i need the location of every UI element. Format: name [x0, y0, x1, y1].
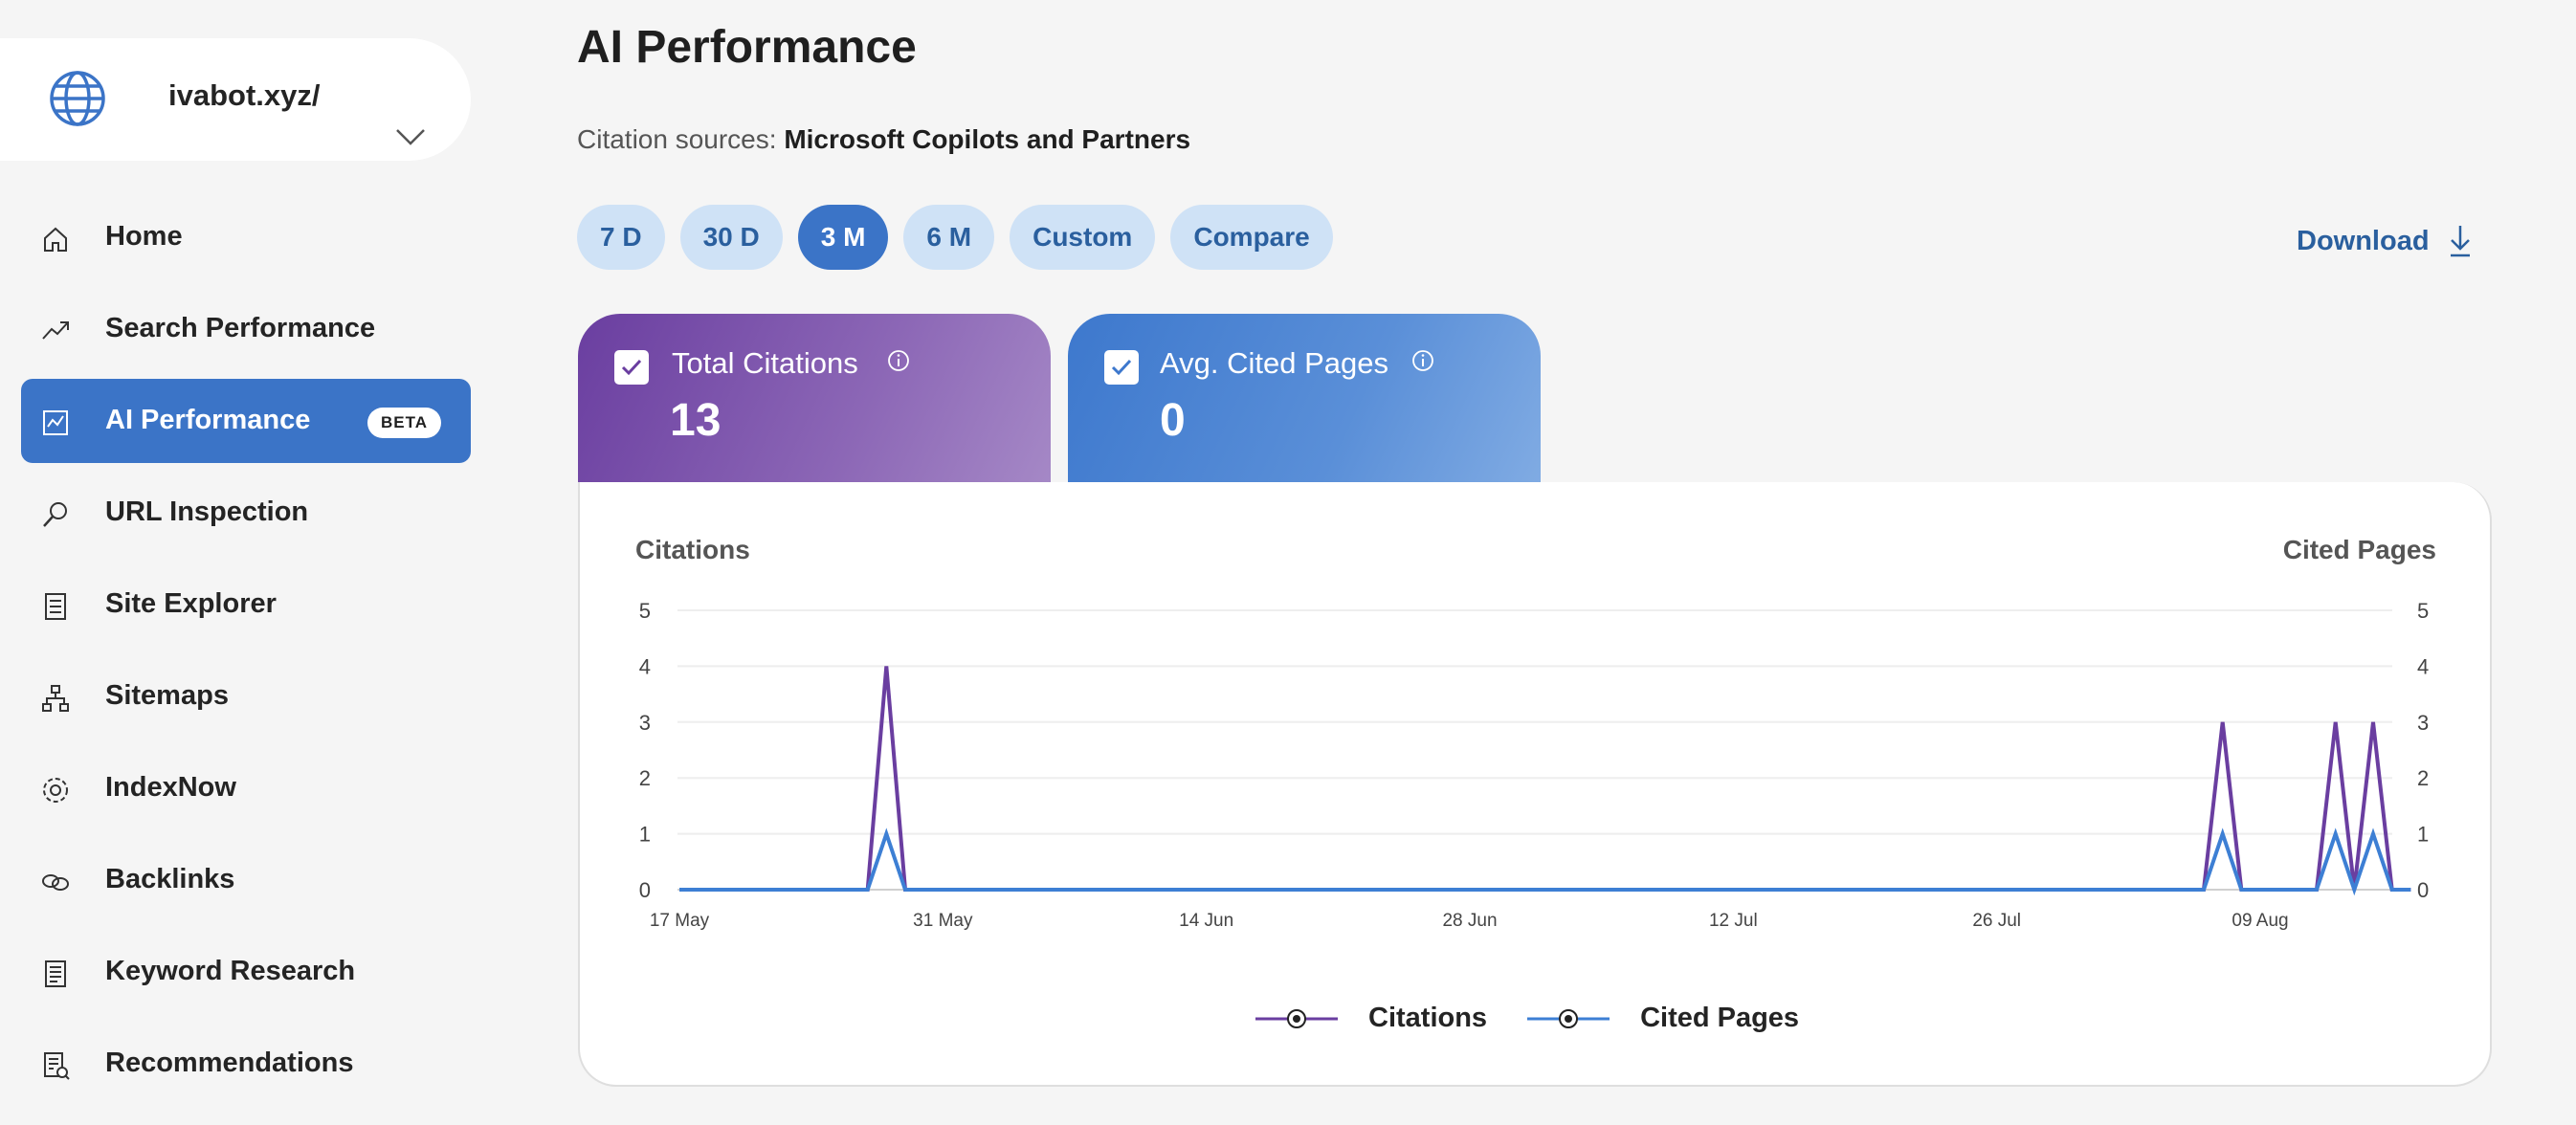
- x-tick-label: 17 May: [650, 911, 710, 931]
- gear-icon: [43, 778, 68, 803]
- site-picker[interactable]: ivabot.xyz/: [0, 38, 471, 161]
- range-6m-button[interactable]: 6 M: [903, 205, 995, 270]
- legend-item-citations[interactable]: Citations: [1254, 1003, 1487, 1034]
- checkmark-icon: [1111, 359, 1132, 376]
- y-tick-label-left: 3: [639, 711, 651, 735]
- sidebar-nav: Home Search Performance AI Performance B…: [21, 195, 471, 1114]
- y-tick-label-right: 3: [2417, 711, 2429, 735]
- document-icon: [45, 960, 66, 987]
- sidebar-item-indexnow[interactable]: IndexNow: [21, 746, 471, 830]
- x-tick-label: 09 Aug: [2232, 911, 2288, 931]
- y-tick-label-left: 2: [639, 766, 651, 790]
- right-axis-title: Cited Pages: [2283, 535, 2436, 564]
- legend-citations-marker-icon: [1255, 1008, 1338, 1028]
- range-7d-button[interactable]: 7 D: [577, 205, 665, 270]
- total-citations-value: 13: [670, 395, 722, 446]
- left-axis-title: Citations: [635, 535, 750, 564]
- series-line-cited-pages: [679, 827, 2411, 896]
- legend-cited-pages-marker-icon: [1527, 1008, 1610, 1028]
- sidebar-item-ai-performance[interactable]: AI Performance BETA: [21, 379, 471, 463]
- legend-label: Citations: [1368, 1003, 1488, 1033]
- checkmark-icon: [621, 359, 642, 376]
- home-icon: [44, 227, 67, 252]
- y-tick-label-left: 1: [639, 823, 651, 847]
- chart-panel: Citations Cited Pages 0 0 1 1 2 2 3 3 4 4 5 5 17 May 31…: [578, 482, 2492, 1087]
- sidebar-item-sitemaps[interactable]: Sitemaps: [21, 654, 471, 739]
- total-citations-checkbox[interactable]: [614, 350, 649, 385]
- sidebar-item-home[interactable]: Home: [21, 195, 471, 279]
- y-tick-label-left: 4: [639, 654, 651, 678]
- download-icon: [2450, 226, 2470, 257]
- chevron-down-icon[interactable]: [394, 126, 427, 147]
- sidebar-item-label: AI Performance: [105, 405, 311, 435]
- sidebar-item-label: Sitemaps: [105, 680, 229, 711]
- range-custom-button[interactable]: Custom: [1010, 205, 1156, 270]
- ai-chart-icon: [43, 410, 68, 435]
- sidebar-item-label: IndexNow: [105, 772, 236, 803]
- y-tick-label-right: 5: [2417, 599, 2429, 623]
- line-chart: Citations Cited Pages 0 0 1 1 2 2 3 3 4 4 5 5 17 May 31…: [635, 535, 2436, 931]
- sidebar-item-site-explorer[interactable]: Site Explorer: [21, 562, 471, 647]
- globe-icon: [50, 71, 105, 126]
- total-citations-label: Total Citations: [672, 346, 858, 380]
- range-30d-button[interactable]: 30 D: [679, 205, 783, 270]
- citation-sources-value: Microsoft Copilots and Partners: [784, 124, 1191, 154]
- sidebar-item-label: Search Performance: [105, 313, 376, 343]
- range-3m-button[interactable]: 3 M: [797, 205, 889, 270]
- sitemap-icon: [42, 685, 69, 712]
- avg-cited-pages-checkbox[interactable]: [1104, 350, 1139, 385]
- chart-legend: Citations Cited Pages: [1254, 1003, 1799, 1034]
- sidebar-item-recommendations[interactable]: Recommendations: [21, 1022, 471, 1106]
- legend-item-cited-pages[interactable]: Cited Pages: [1525, 1003, 1799, 1034]
- beta-badge: BETA: [367, 408, 442, 438]
- link-icon: [42, 874, 69, 891]
- download-label: Download: [2297, 225, 2430, 256]
- info-icon[interactable]: [886, 348, 911, 373]
- x-tick-label: 31 May: [913, 911, 973, 931]
- sidebar-item-search-performance[interactable]: Search Performance: [21, 287, 471, 371]
- sidebar-item-backlinks[interactable]: Backlinks: [21, 838, 471, 922]
- sidebar-item-label: Keyword Research: [105, 956, 356, 986]
- avg-cited-pages-card[interactable]: Avg. Cited Pages 0: [1068, 314, 1541, 482]
- y-tick-label-left: 5: [639, 599, 651, 623]
- sidebar-item-label: URL Inspection: [105, 496, 309, 527]
- y-tick-label-right: 0: [2417, 878, 2429, 902]
- report-icon: [44, 1052, 70, 1080]
- sidebar-item-url-inspection[interactable]: URL Inspection: [21, 471, 471, 555]
- sidebar-item-label: Recommendations: [105, 1048, 354, 1078]
- citation-sources: Citation sources: Microsoft Copilots and…: [577, 124, 1190, 155]
- site-name: ivabot.xyz/: [168, 78, 321, 112]
- x-tick-label: 12 Jul: [1709, 911, 1758, 931]
- x-tick-label: 14 Jun: [1179, 911, 1233, 931]
- trend-up-icon: [42, 321, 69, 340]
- avg-cited-pages-value: 0: [1160, 395, 1186, 446]
- total-citations-card[interactable]: Total Citations 13: [578, 314, 1051, 482]
- citation-sources-label: Citation sources:: [577, 124, 777, 154]
- legend-label: Cited Pages: [1640, 1003, 1800, 1033]
- sidebar-item-label: Backlinks: [105, 864, 235, 894]
- date-range-selector: 7 D 30 D 3 M 6 M Custom Compare: [577, 205, 1333, 270]
- y-tick-label-right: 2: [2417, 766, 2429, 790]
- info-icon[interactable]: [1410, 348, 1435, 373]
- magnifier-icon: [43, 502, 67, 527]
- avg-cited-pages-label: Avg. Cited Pages: [1160, 346, 1388, 380]
- download-button[interactable]: Download: [2297, 224, 2474, 258]
- x-tick-label: 26 Jul: [1972, 911, 2021, 931]
- sidebar-item-label: Home: [105, 221, 183, 252]
- compare-button[interactable]: Compare: [1170, 205, 1333, 270]
- y-tick-label-right: 4: [2417, 654, 2429, 678]
- x-tick-label: 28 Jun: [1442, 911, 1497, 931]
- y-tick-label-left: 0: [639, 878, 651, 902]
- page-title: AI Performance: [577, 22, 917, 73]
- sidebar-item-label: Site Explorer: [105, 588, 277, 619]
- y-tick-label-right: 1: [2417, 823, 2429, 847]
- checklist-icon: [45, 593, 66, 620]
- sidebar-item-keyword-research[interactable]: Keyword Research: [21, 930, 471, 1014]
